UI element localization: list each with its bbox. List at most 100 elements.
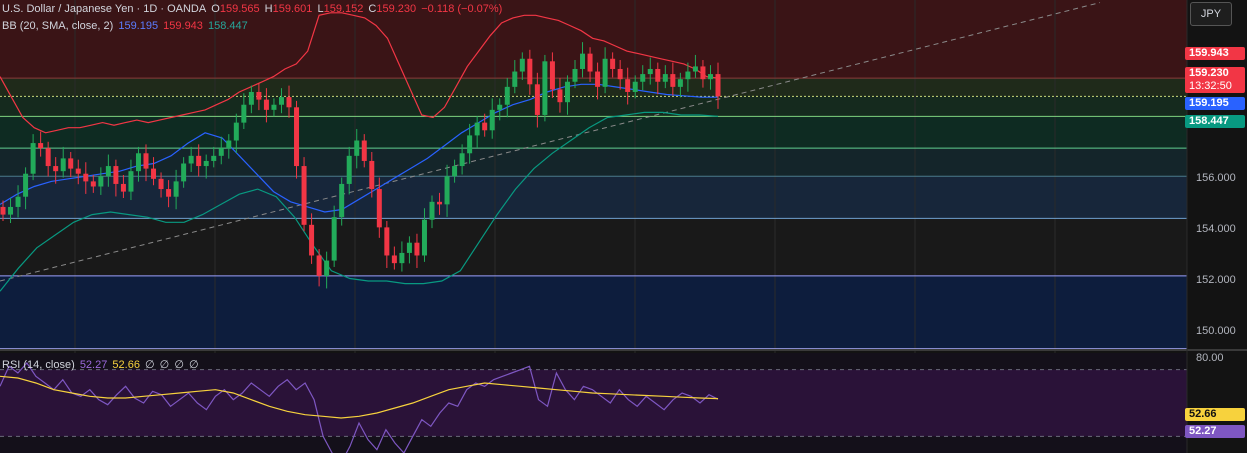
candle-body bbox=[196, 155, 202, 167]
candle-body bbox=[339, 183, 345, 218]
price-tick-label: 154.000 bbox=[1196, 222, 1236, 235]
candle-body bbox=[512, 71, 518, 87]
candle-body bbox=[384, 227, 390, 256]
candle-body bbox=[60, 158, 66, 172]
high-value: 159.601 bbox=[272, 3, 313, 15]
high-label: H bbox=[264, 3, 273, 15]
currency-button[interactable]: JPY bbox=[1190, 2, 1232, 26]
candle-body bbox=[429, 201, 435, 220]
candle-body bbox=[647, 68, 653, 75]
price-zone-4 bbox=[0, 148, 1187, 177]
trend-line[interactable] bbox=[0, 2, 1101, 282]
last-price-badge: 159.230 13:32:50 bbox=[1185, 67, 1245, 93]
candle-body bbox=[617, 68, 623, 80]
price-tick-label: 152.000 bbox=[1196, 274, 1236, 287]
candle-body bbox=[572, 68, 578, 82]
candle-body bbox=[632, 81, 638, 92]
candle-body bbox=[98, 176, 104, 187]
bb-lower-badge: 158.447 bbox=[1185, 115, 1245, 128]
candle-body bbox=[151, 168, 157, 179]
candle-body bbox=[452, 166, 458, 177]
open-label: O bbox=[211, 3, 220, 15]
candle-body bbox=[181, 163, 187, 182]
candle-body bbox=[670, 74, 676, 87]
bb-upper-badge: 159.943 bbox=[1185, 47, 1245, 60]
candle-body bbox=[188, 155, 194, 164]
candle-body bbox=[677, 79, 683, 87]
candle-body bbox=[534, 84, 540, 115]
candle-body bbox=[294, 107, 300, 167]
candle-body bbox=[53, 166, 59, 172]
candle-body bbox=[45, 148, 51, 167]
bb-lower-line bbox=[0, 111, 719, 292]
candle-body bbox=[316, 255, 322, 276]
rsi-na-3: ∅ bbox=[174, 359, 184, 371]
candle-body bbox=[580, 53, 586, 69]
candle-body bbox=[369, 160, 375, 190]
candle-body bbox=[519, 58, 525, 72]
bb-legend[interactable]: BB (20, SMA, close, 2) 159.195 159.943 1… bbox=[2, 20, 250, 32]
rsi-badge: 52.27 bbox=[1185, 425, 1245, 438]
candle-body bbox=[527, 58, 533, 85]
rsi-band bbox=[0, 369, 1187, 437]
candle-body bbox=[256, 91, 262, 100]
rsi-line bbox=[0, 362, 719, 453]
candle-body bbox=[497, 104, 503, 110]
low-label: L bbox=[317, 3, 324, 15]
candle-body bbox=[263, 99, 269, 110]
symbol-legend: U.S. Dollar / Japanese Yen · 1D · OANDA … bbox=[2, 3, 504, 15]
horizontal-levels bbox=[0, 77, 1187, 350]
candle-body bbox=[361, 140, 367, 161]
candle-body bbox=[75, 168, 81, 174]
candle-body bbox=[625, 79, 631, 92]
rsi-legend[interactable]: RSI (14, close) 52.27 52.66 ∅ ∅ ∅ ∅ bbox=[2, 358, 201, 371]
candle-body bbox=[467, 135, 473, 154]
candle-body bbox=[459, 153, 465, 167]
candlesticks bbox=[0, 42, 721, 289]
candle-body bbox=[655, 68, 661, 82]
candle-body bbox=[301, 166, 307, 225]
candle-body bbox=[414, 242, 420, 256]
candle-body bbox=[346, 155, 352, 184]
candle-body bbox=[715, 74, 721, 97]
candle-body bbox=[399, 252, 405, 264]
candle-body bbox=[437, 201, 443, 205]
rsi-ma-line bbox=[0, 375, 719, 419]
candle-body bbox=[226, 140, 232, 149]
candle-body bbox=[421, 219, 427, 256]
candle-body bbox=[331, 217, 337, 261]
candle-body bbox=[23, 173, 29, 197]
candle-body bbox=[700, 66, 706, 80]
bb-label: BB (20, SMA, close, 2) bbox=[2, 20, 114, 32]
candle-body bbox=[602, 58, 608, 87]
candle-body bbox=[640, 74, 646, 82]
price-zone-2 bbox=[0, 96, 1187, 117]
candle-body bbox=[489, 109, 495, 131]
candle-body bbox=[173, 181, 179, 197]
bb-lower-value: 158.447 bbox=[207, 20, 248, 32]
rsi-na-4: ∅ bbox=[188, 359, 199, 371]
candle-body bbox=[8, 206, 14, 215]
rsi-na-2: ∅ bbox=[159, 359, 170, 371]
candle-body bbox=[504, 86, 510, 105]
candle-body bbox=[135, 153, 141, 172]
candle-body bbox=[662, 74, 668, 82]
candle-body bbox=[564, 81, 570, 103]
candle-body bbox=[158, 178, 164, 190]
candle-body bbox=[610, 58, 616, 69]
close-label: C bbox=[368, 3, 377, 15]
price-tick-label: 150.000 bbox=[1196, 325, 1236, 338]
candle-body bbox=[549, 61, 555, 90]
price-zone-6 bbox=[0, 218, 1187, 276]
candle-body bbox=[30, 143, 36, 174]
candle-body bbox=[120, 183, 126, 192]
candle-body bbox=[203, 160, 209, 167]
candle-body bbox=[241, 104, 247, 123]
symbol-title[interactable]: U.S. Dollar / Japanese Yen · 1D · OANDA bbox=[2, 3, 207, 15]
candle-body bbox=[105, 166, 111, 177]
price-zones bbox=[0, 0, 1187, 349]
candle-body bbox=[15, 196, 21, 207]
rsi-tick-label: 80.00 bbox=[1196, 352, 1224, 364]
